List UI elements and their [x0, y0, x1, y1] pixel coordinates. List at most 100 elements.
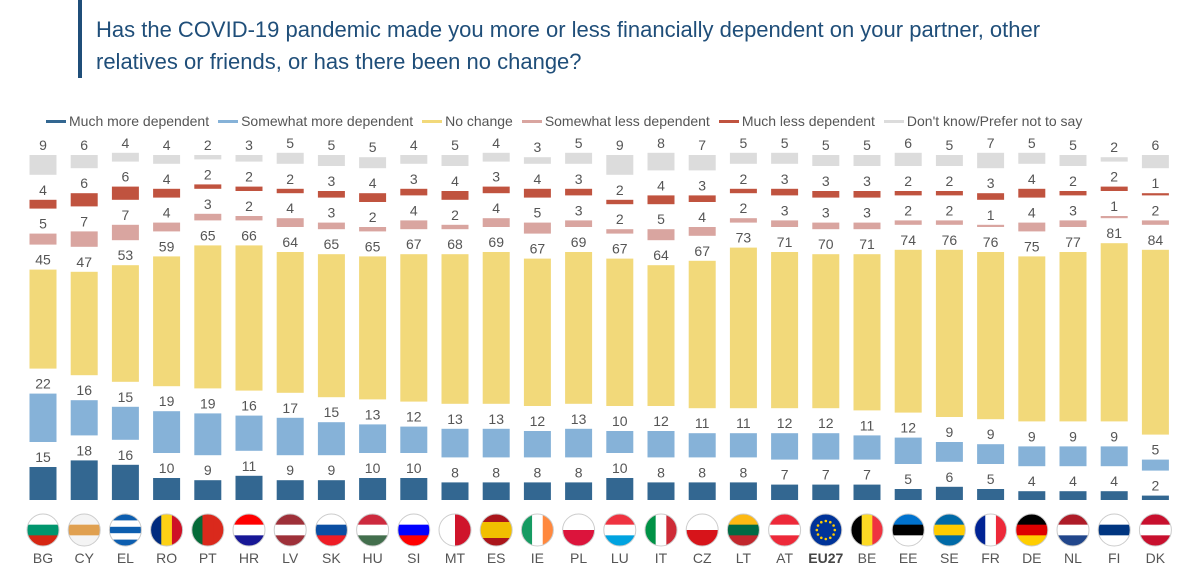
data-label: 13	[488, 411, 504, 427]
bar-segment	[606, 431, 634, 453]
bar-segment	[977, 489, 1005, 500]
data-label: 19	[200, 395, 216, 411]
data-label: 2	[286, 171, 294, 187]
bar-segment	[235, 475, 263, 500]
bar-segment	[400, 188, 428, 196]
data-label: 73	[736, 230, 752, 246]
data-label: 3	[822, 205, 830, 221]
data-label: 17	[282, 400, 298, 416]
legend-item: Much less dependent	[718, 113, 875, 129]
bar-segment	[70, 271, 98, 376]
bar-segment	[729, 152, 757, 164]
flag-border	[108, 513, 142, 547]
bar-segment	[111, 464, 139, 500]
data-label: 16	[76, 382, 92, 398]
legend-label: Somewhat more dependent	[241, 113, 414, 129]
data-label: 65	[200, 227, 216, 243]
category-label: LV	[282, 550, 299, 566]
legend-label: No change	[445, 113, 513, 129]
data-label: 12	[530, 413, 546, 429]
flag-icon-ro	[150, 514, 183, 546]
bar-segment	[317, 480, 345, 500]
bar-segment	[771, 433, 799, 460]
data-label: 13	[365, 406, 381, 422]
category-label: IT	[655, 550, 668, 566]
bar-segment	[70, 460, 98, 500]
flag-border	[397, 513, 431, 547]
bar-segment	[70, 155, 98, 169]
bar-segment	[111, 224, 139, 241]
bar-segment	[1059, 191, 1087, 196]
data-label: 5	[863, 137, 871, 153]
data-label: 84	[1148, 232, 1164, 248]
data-label: 6	[946, 469, 954, 485]
data-label: 5	[534, 205, 542, 221]
data-label: 6	[80, 175, 88, 191]
data-label: 15	[324, 404, 340, 420]
bar-segment	[111, 186, 139, 200]
bar-segment	[1141, 155, 1169, 169]
category-label: FR	[981, 550, 1000, 566]
data-label: 8	[657, 464, 665, 480]
data-label: 7	[122, 207, 130, 223]
data-label: 5	[987, 471, 995, 487]
flag-border	[356, 513, 390, 547]
data-label: 4	[410, 202, 418, 218]
legend-label: Don't know/Prefer not to say	[906, 113, 1083, 129]
data-label: 8	[657, 135, 665, 151]
category-label: PL	[570, 550, 587, 566]
data-label: 3	[1069, 202, 1077, 218]
data-label: 75	[1024, 238, 1040, 254]
category-label: MT	[445, 550, 466, 566]
bar-segment	[482, 152, 510, 162]
data-label: 69	[488, 234, 504, 250]
bar-segment	[441, 155, 469, 166]
bar-segment	[70, 231, 98, 247]
data-label: 16	[241, 398, 257, 414]
bar-segment	[771, 220, 799, 227]
data-label: 12	[777, 415, 793, 431]
flag-icon-lu	[603, 514, 636, 546]
data-label: 12	[653, 413, 669, 429]
data-label: 45	[35, 252, 51, 268]
bar-segment	[29, 199, 57, 209]
data-label: 3	[698, 177, 706, 193]
bar-segment	[729, 247, 757, 409]
bar-segment	[977, 224, 1005, 227]
data-label: 3	[534, 139, 542, 155]
data-label: 5	[1069, 137, 1077, 153]
flag-border	[726, 513, 760, 547]
flag-border	[644, 513, 678, 547]
data-label: 2	[740, 171, 748, 187]
flag-icon-mt	[439, 514, 471, 546]
bar-segment	[565, 252, 593, 404]
bar-segment	[565, 428, 593, 458]
chart-title: Has the COVID-19 pandemic made you more …	[96, 17, 1041, 74]
data-label: 5	[657, 211, 665, 227]
data-label: 3	[410, 171, 418, 187]
bar-segment	[977, 444, 1005, 464]
bar-segment	[606, 199, 634, 205]
bar-segment	[1059, 220, 1087, 227]
category-label: SK	[322, 550, 341, 566]
bar-segment	[29, 233, 57, 245]
category-label: CY	[74, 550, 94, 566]
data-label: 10	[612, 460, 628, 476]
data-label: 3	[328, 205, 336, 221]
bar-segment	[1018, 446, 1046, 467]
bar-segment	[853, 191, 881, 198]
flag-icon-nl	[1057, 514, 1089, 546]
data-label: 71	[777, 234, 793, 250]
category-label: EU27	[808, 550, 843, 566]
data-label: 3	[863, 205, 871, 221]
data-label: 5	[39, 216, 47, 232]
bar-segment	[29, 467, 57, 500]
bar-segment	[565, 482, 593, 500]
data-label: 2	[1110, 139, 1118, 155]
bar-segment	[1018, 222, 1046, 232]
data-label: 70	[818, 236, 834, 252]
bar-segment	[935, 191, 963, 196]
flag-border	[974, 513, 1008, 547]
data-label: 74	[900, 232, 916, 248]
data-label: 2	[204, 166, 212, 182]
